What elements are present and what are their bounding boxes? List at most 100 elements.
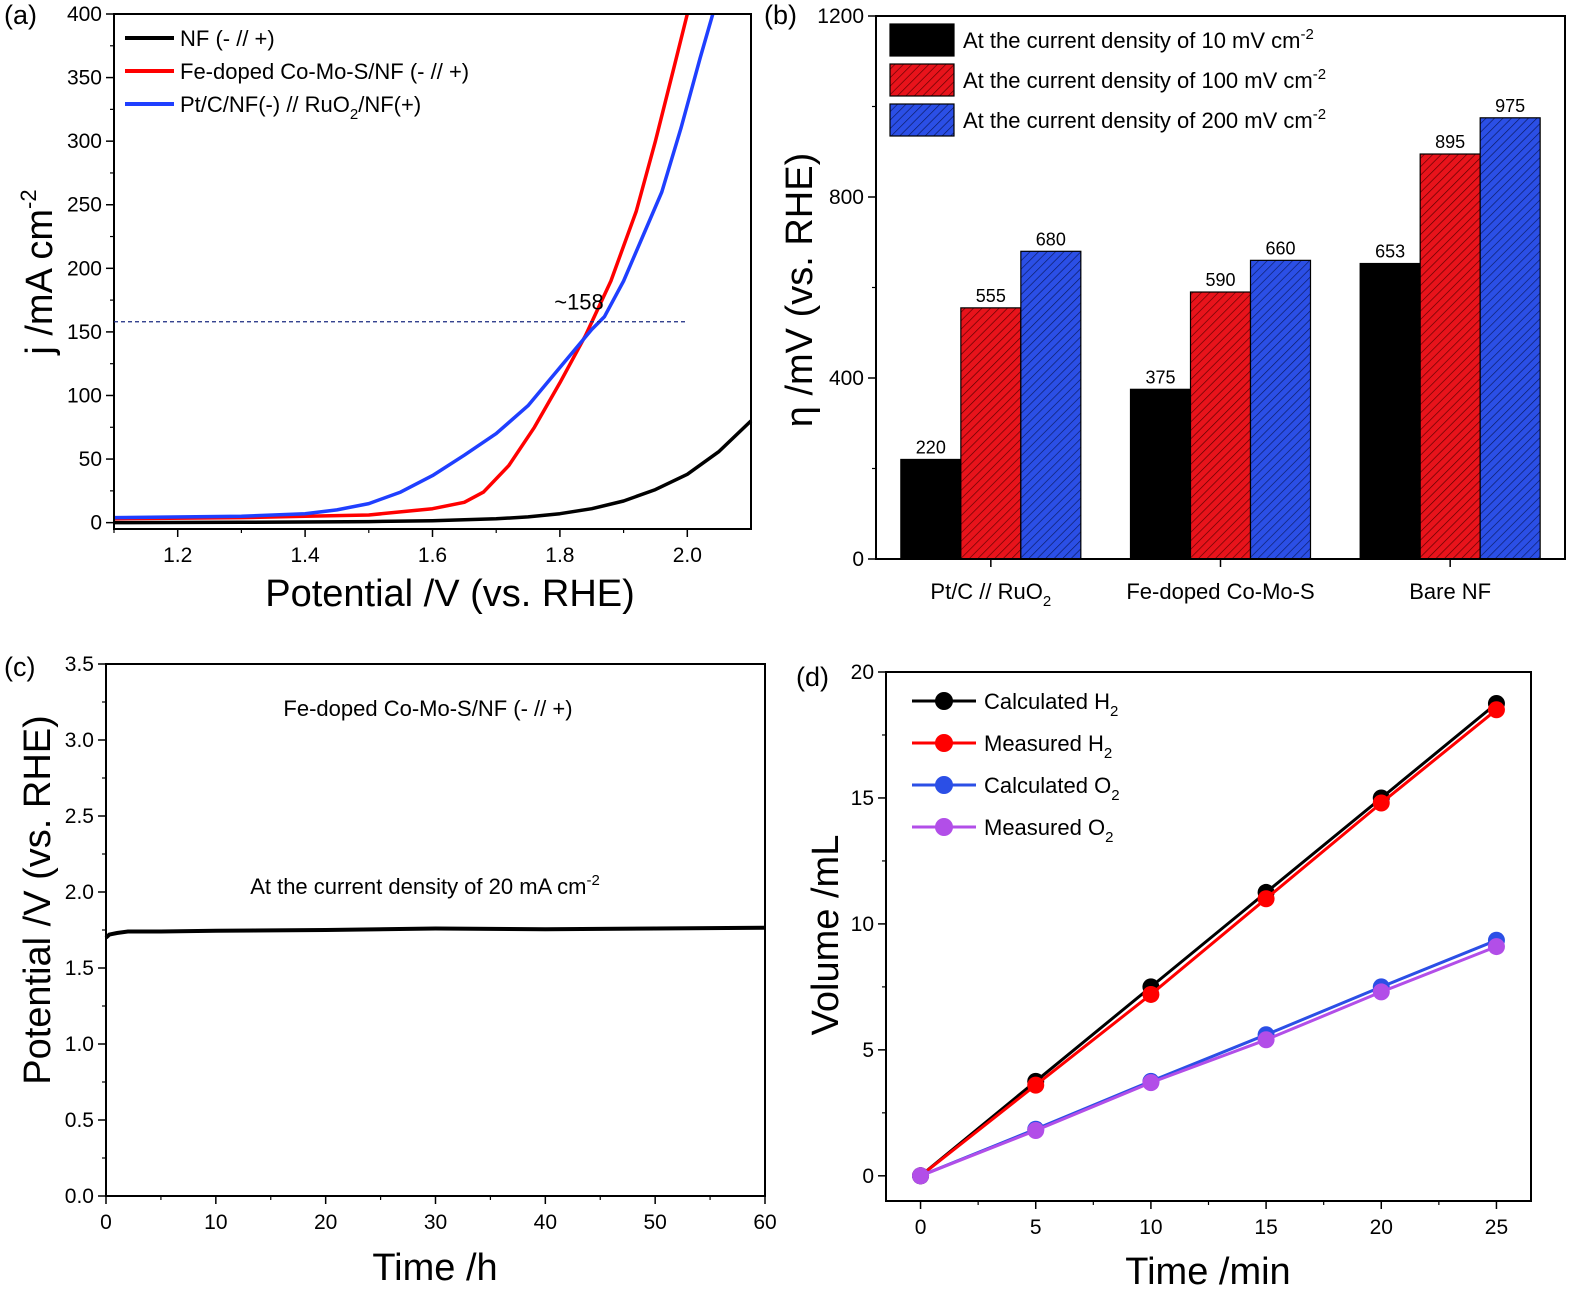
d-legend-label-2: Calculated O2 <box>984 773 1120 804</box>
d-xtick-label: 25 <box>1485 1216 1508 1239</box>
panel-b-frame <box>875 15 1566 560</box>
d-legend-marker-2 <box>935 776 953 794</box>
panel-c-frame <box>105 663 766 1197</box>
b-legend-swatch-1 <box>889 63 955 97</box>
a-legend-text: NF (- // +) <box>180 26 275 51</box>
panel-c-ylabel: Potential /V (vs. RHE) <box>17 715 59 1085</box>
panel-a-ticks: 1.2 1.4 1.6 1.8 2.0 0 50 100 150 200 250 300 350 400 <box>67 3 702 567</box>
d-ytick-label: 20 <box>851 661 874 684</box>
a-legend-sub: 2 <box>350 106 358 123</box>
b-legend-text: At the current density of 10 mV cm <box>963 28 1300 53</box>
d-ytick-label: 10 <box>851 913 874 936</box>
b-legend-label-2: At the current density of 200 mV cm-2 <box>963 106 1326 133</box>
c-ytick-label: 3.0 <box>65 729 94 752</box>
d-legend-marker-3 <box>935 818 953 836</box>
b-bar-value-label: 555 <box>976 286 1006 306</box>
b-category-text: Bare NF <box>1409 579 1491 604</box>
panel-a-annotation: ~158 <box>554 290 604 315</box>
b-bar-1-2 <box>1419 153 1481 560</box>
b-legend-swatch-0 <box>889 23 955 57</box>
a-legend-tail: /NF(+) <box>358 92 421 117</box>
d-point-1-5 <box>1487 701 1505 719</box>
panel-a-ylabel-text: j /mA cm <box>19 209 61 356</box>
c-xtick-label: 0 <box>100 1211 112 1234</box>
d-point-1-2 <box>1142 985 1160 1003</box>
b-legend-sup: -2 <box>1313 66 1326 83</box>
panel-d-label: (d) <box>796 662 829 692</box>
panel-d-ticks: 0 5 10 15 20 25 0 5 10 15 20 <box>851 661 1508 1239</box>
b-category-label: Bare NF <box>1409 579 1491 604</box>
d-series-line-1 <box>919 708 1498 1177</box>
d-legend-text: Measured O <box>984 815 1105 840</box>
a-legend-label-2: Pt/C/NF(-) // RuO2/NF(+) <box>180 92 421 123</box>
panel-b: (b) 0 400 800 1200 Pt/C // RuO2 Fe-doped Co-M… <box>764 0 1566 610</box>
b-bar-2-2 <box>1479 117 1541 560</box>
c-xtick-label: 30 <box>424 1211 447 1234</box>
b-category-label: Pt/C // RuO2 <box>930 579 1051 610</box>
panel-c-annotation-mid: At the current density of 20 mA cm-2 <box>250 872 600 899</box>
d-legend-text: Calculated H <box>984 689 1110 714</box>
b-bar-value-label: 653 <box>1375 242 1405 262</box>
a-xtick-label: 1.2 <box>163 544 192 567</box>
panel-a-series <box>113 13 753 525</box>
panel-a-xlabel: Potential /V (vs. RHE) <box>265 573 635 615</box>
c-ytick-label: 2.0 <box>65 881 94 904</box>
b-bar-1-0 <box>960 307 1022 560</box>
b-bar-1-1 <box>1189 291 1252 560</box>
b-category-text: Pt/C // RuO <box>930 579 1042 604</box>
d-legend-text: Calculated O <box>984 773 1111 798</box>
d-legend-sub: 2 <box>1105 829 1113 846</box>
panel-a: (a) 1.2 1.4 1.6 1.8 2.0 0 50 100 150 200 250 300 350… <box>4 0 753 615</box>
panel-a-legend: NF (- // +) Fe-doped Co-Mo-S/NF (- // +) P… <box>125 26 469 123</box>
b-ytick-label: 0 <box>852 548 864 571</box>
b-legend-swatch-2 <box>889 103 955 137</box>
c-ytick-label: 3.5 <box>65 653 94 676</box>
a-series-line-0 <box>113 419 753 525</box>
a-ytick-label: 50 <box>79 448 102 471</box>
panel-b-bars: 220 555 680 375 590 660 653 895 975 <box>900 96 1541 560</box>
panel-c-annotation-mid-sup: -2 <box>586 872 599 889</box>
d-legend-label-0: Calculated H2 <box>984 689 1118 720</box>
d-point-1-4 <box>1372 794 1390 812</box>
a-xtick-label: 1.8 <box>545 544 574 567</box>
panel-c-series <box>104 925 766 940</box>
b-category-label: Fe-doped Co-Mo-S <box>1126 579 1314 604</box>
c-ytick-label: 1.0 <box>65 1033 94 1056</box>
c-ytick-label: 2.5 <box>65 805 94 828</box>
d-point-1-3 <box>1257 890 1275 908</box>
panel-b-ticks: 0 400 800 1200 Pt/C // RuO2 Fe-doped Co-Mo-S B… <box>817 5 1491 610</box>
panel-c: (c) 0 10 20 30 40 50 60 0.0 0.5 1.0 1.5 2.0 2.5 3.0 3.… <box>4 652 777 1289</box>
b-legend-text: At the current density of 100 mV cm <box>963 68 1313 93</box>
panel-d-ylabel: Volume /mL <box>805 835 847 1036</box>
a-ytick-label: 250 <box>67 194 102 217</box>
a-xtick-label: 1.6 <box>418 544 447 567</box>
a-ytick-label: 350 <box>67 67 102 90</box>
d-xtick-label: 0 <box>915 1216 927 1239</box>
d-legend-text: Measured H <box>984 731 1104 756</box>
panel-d-legend: Calculated H2 Measured H 2 Calculated O2 Mea… <box>912 689 1120 846</box>
b-ytick-label: 400 <box>829 367 864 390</box>
b-legend-label-1: At the current density of 100 mV cm-2 <box>963 66 1326 93</box>
d-point-3-1 <box>1027 1121 1045 1139</box>
panel-a-ylabel-sup: -2 <box>16 189 41 209</box>
b-bar-value-label: 660 <box>1265 238 1295 258</box>
c-xtick-label: 20 <box>314 1211 337 1234</box>
panel-d-frame <box>885 671 1532 1202</box>
d-xtick-label: 15 <box>1254 1216 1277 1239</box>
b-bar-value-label: 895 <box>1435 132 1465 152</box>
d-point-3-5 <box>1487 938 1505 956</box>
b-legend-sup: -2 <box>1300 26 1313 43</box>
panel-c-ticks: 0 10 20 30 40 50 60 0.0 0.5 1.0 1.5 2.0 2.5 3.0 3.5 <box>65 653 777 1234</box>
d-point-3-2 <box>1142 1074 1160 1092</box>
a-xtick-label: 2.0 <box>673 544 702 567</box>
b-bar-value-label: 220 <box>916 437 946 457</box>
c-ytick-label: 0.5 <box>65 1109 94 1132</box>
b-bar-value-label: 975 <box>1495 96 1525 116</box>
a-xtick-label: 1.4 <box>290 544 320 567</box>
panel-c-annotation-mid-text: At the current density of 20 mA cm <box>250 874 586 899</box>
panel-c-label: (c) <box>4 652 35 682</box>
c-ytick-label: 1.5 <box>65 957 94 980</box>
b-legend-label-0: At the current density of 10 mV cm-2 <box>963 26 1314 53</box>
b-legend-sup: -2 <box>1313 106 1326 123</box>
